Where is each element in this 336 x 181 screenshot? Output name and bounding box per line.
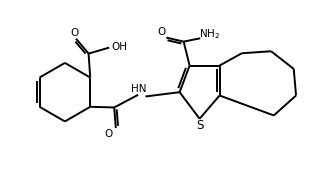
Text: S: S	[197, 119, 204, 132]
Text: OH: OH	[112, 42, 127, 52]
Text: O: O	[158, 27, 166, 37]
Text: HN: HN	[131, 84, 146, 94]
Text: O: O	[70, 28, 78, 38]
Text: NH$_2$: NH$_2$	[199, 27, 220, 41]
Text: O: O	[104, 129, 113, 139]
